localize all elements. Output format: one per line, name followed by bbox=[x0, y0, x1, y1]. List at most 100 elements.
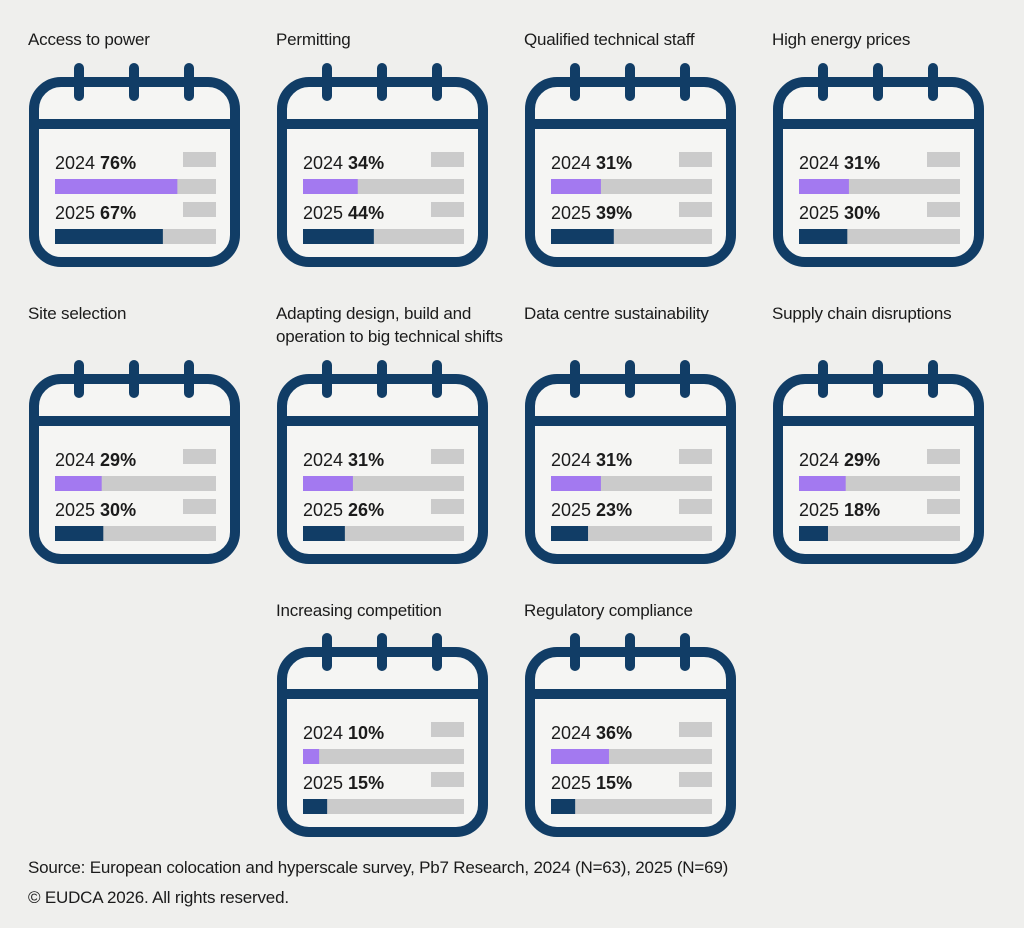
panel-title: Supply chain disruptions bbox=[772, 304, 952, 323]
row-tab-2025 bbox=[431, 772, 464, 787]
bar-2024 bbox=[55, 476, 102, 491]
panel-title: Regulatory compliance bbox=[524, 601, 693, 620]
value-label-2024: 2024 10% bbox=[303, 723, 384, 743]
panel-title: Qualified technical staff bbox=[524, 30, 695, 49]
bar-2024 bbox=[799, 476, 846, 491]
row-tab-2024 bbox=[183, 152, 216, 167]
value-label-2024: 2024 31% bbox=[551, 153, 632, 173]
value-label-2025: 2025 26% bbox=[303, 500, 384, 520]
bar-2024 bbox=[799, 179, 849, 194]
row-tab-2025 bbox=[927, 499, 960, 514]
bar-2024 bbox=[303, 476, 353, 491]
row-tab-2024 bbox=[431, 449, 464, 464]
calendar-ring-2 bbox=[377, 633, 387, 671]
row-tab-2025 bbox=[679, 499, 712, 514]
bar-2024 bbox=[551, 476, 601, 491]
value-label-2025: 2025 15% bbox=[303, 773, 384, 793]
bar-2025 bbox=[55, 229, 163, 244]
bar-2024 bbox=[551, 179, 601, 194]
calendar-ring-3 bbox=[928, 360, 938, 398]
value-label-2024: 2024 31% bbox=[303, 450, 384, 470]
calendar-ring-1 bbox=[74, 63, 84, 101]
calendar-ring-1 bbox=[322, 633, 332, 671]
calendar-ring-3 bbox=[680, 360, 690, 398]
calendar-ring-3 bbox=[680, 63, 690, 101]
value-label-2025: 2025 67% bbox=[55, 203, 136, 223]
value-label-2025: 2025 18% bbox=[799, 500, 880, 520]
row-tab-2024 bbox=[927, 449, 960, 464]
calendar-icon: 2024 10% 2025 15% bbox=[277, 633, 488, 837]
row-tab-2024 bbox=[431, 722, 464, 737]
bar-track-2024 bbox=[303, 749, 464, 764]
calendar-ring-2 bbox=[625, 360, 635, 398]
row-tab-2025 bbox=[431, 202, 464, 217]
bar-2025 bbox=[303, 526, 345, 541]
calendar-ring-2 bbox=[873, 63, 883, 101]
calendar-ring-1 bbox=[570, 633, 580, 671]
calendar-ring-1 bbox=[322, 360, 332, 398]
panel-title: Increasing competition bbox=[276, 601, 442, 620]
value-label-2024: 2024 29% bbox=[55, 450, 136, 470]
row-tab-2025 bbox=[679, 202, 712, 217]
copyright-note: © EUDCA 2026. All rights reserved. bbox=[28, 888, 289, 907]
calendar-ring-3 bbox=[432, 63, 442, 101]
panel-title: Site selection bbox=[28, 304, 127, 323]
bar-2025 bbox=[551, 526, 589, 541]
calendar-icon: 2024 31% 2025 30% bbox=[773, 63, 984, 267]
calendar-icon: 2024 76% 2025 67% bbox=[29, 63, 240, 267]
row-tab-2024 bbox=[183, 449, 216, 464]
row-tab-2024 bbox=[431, 152, 464, 167]
calendar-ring-1 bbox=[74, 360, 84, 398]
calendar-ring-2 bbox=[129, 63, 139, 101]
row-tab-2024 bbox=[679, 722, 712, 737]
row-tab-2024 bbox=[679, 152, 712, 167]
bar-2024 bbox=[303, 749, 320, 764]
calendar-ring-3 bbox=[184, 63, 194, 101]
panel-title: Access to power bbox=[28, 30, 150, 49]
bar-track-2025 bbox=[799, 526, 960, 541]
calendar-icon: 2024 29% 2025 18% bbox=[773, 360, 984, 564]
calendar-icon: 2024 36% 2025 15% bbox=[525, 633, 736, 837]
bar-track-2025 bbox=[303, 799, 464, 814]
value-label-2025: 2025 30% bbox=[55, 500, 136, 520]
row-tab-2024 bbox=[679, 449, 712, 464]
value-label-2025: 2025 39% bbox=[551, 203, 632, 223]
calendar-ring-3 bbox=[680, 633, 690, 671]
calendar-ring-3 bbox=[184, 360, 194, 398]
row-tab-2025 bbox=[183, 499, 216, 514]
bar-track-2025 bbox=[551, 526, 712, 541]
panel-title: Adapting design, build and operation to … bbox=[276, 304, 503, 346]
value-label-2024: 2024 34% bbox=[303, 153, 384, 173]
row-tab-2025 bbox=[927, 202, 960, 217]
panel-title: High energy prices bbox=[772, 30, 911, 49]
bar-2025 bbox=[799, 526, 828, 541]
bar-2025 bbox=[551, 229, 614, 244]
calendar-icon: 2024 31% 2025 26% bbox=[277, 360, 488, 564]
calendar-ring-2 bbox=[377, 63, 387, 101]
calendar-icon: 2024 29% 2025 30% bbox=[29, 360, 240, 564]
bar-2024 bbox=[303, 179, 358, 194]
value-label-2024: 2024 31% bbox=[799, 153, 880, 173]
value-label-2025: 2025 30% bbox=[799, 203, 880, 223]
value-label-2024: 2024 36% bbox=[551, 723, 632, 743]
calendar-ring-2 bbox=[873, 360, 883, 398]
calendar-icon: 2024 34% 2025 44% bbox=[277, 63, 488, 267]
bar-2025 bbox=[55, 526, 104, 541]
value-label-2024: 2024 31% bbox=[551, 450, 632, 470]
row-tab-2024 bbox=[927, 152, 960, 167]
panel-title: Data centre sustainability bbox=[524, 304, 709, 323]
bar-2025 bbox=[303, 229, 374, 244]
calendar-icon: 2024 31% 2025 39% bbox=[525, 63, 736, 267]
calendar-ring-1 bbox=[570, 360, 580, 398]
bar-2025 bbox=[551, 799, 576, 814]
calendar-ring-2 bbox=[129, 360, 139, 398]
value-label-2024: 2024 29% bbox=[799, 450, 880, 470]
bar-2025 bbox=[799, 229, 848, 244]
row-tab-2025 bbox=[679, 772, 712, 787]
calendar-ring-3 bbox=[432, 633, 442, 671]
calendar-ring-3 bbox=[432, 360, 442, 398]
calendar-ring-1 bbox=[818, 63, 828, 101]
row-tab-2025 bbox=[183, 202, 216, 217]
value-label-2024: 2024 76% bbox=[55, 153, 136, 173]
source-note: Source: European colocation and hypersca… bbox=[28, 858, 729, 877]
